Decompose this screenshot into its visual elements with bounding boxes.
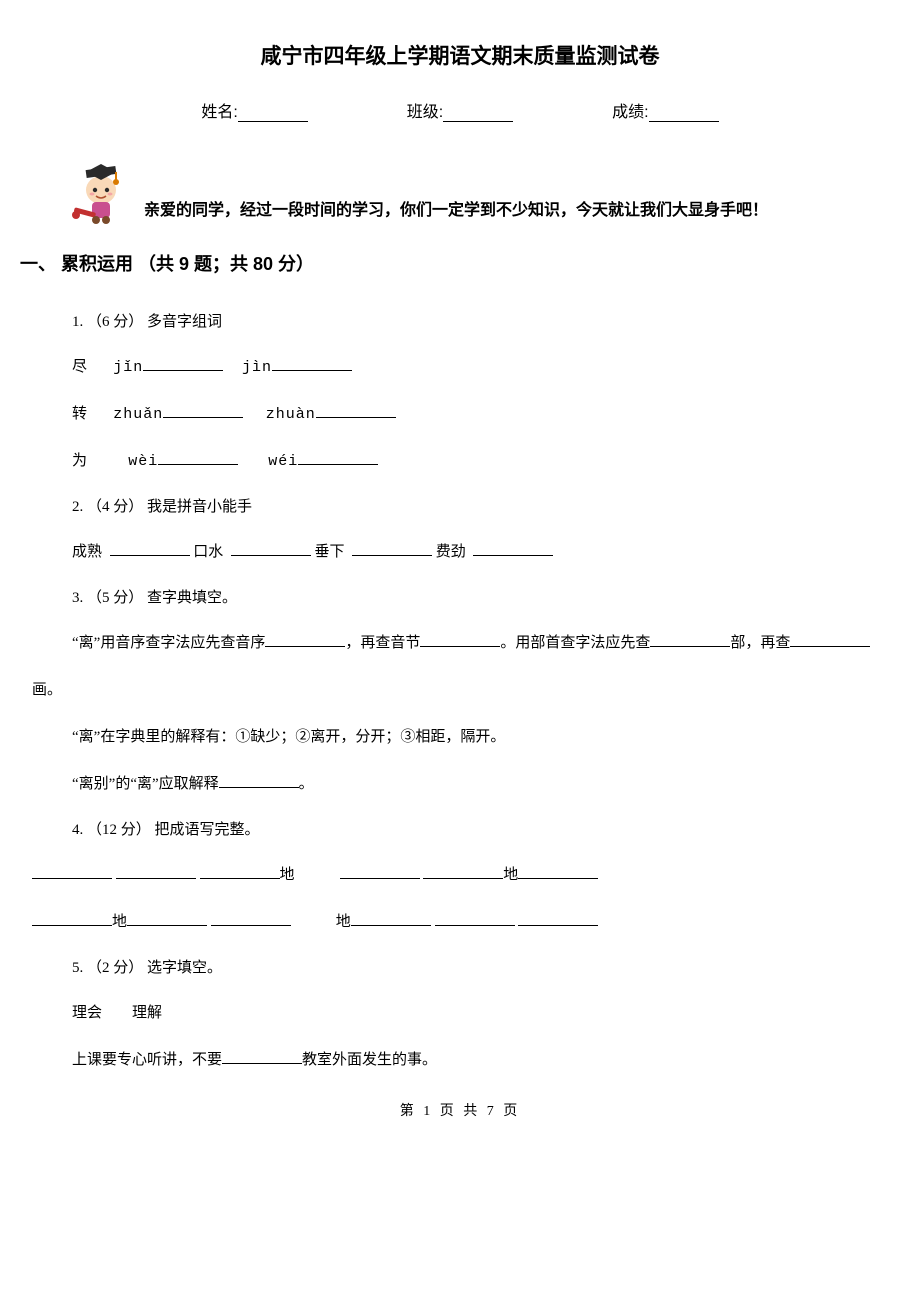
label-score: 成绩:	[612, 104, 648, 121]
blank[interactable]	[790, 633, 870, 647]
q1-row3: 为 wèi wéi	[72, 442, 880, 481]
blank[interactable]	[110, 542, 190, 556]
blank[interactable]	[473, 542, 553, 556]
q2-row: 成熟 口水 垂下 费劲	[72, 533, 880, 572]
page-footer: 第 1 页 共 7 页	[40, 1100, 880, 1120]
q1-p3b: wéi	[268, 453, 298, 470]
q3-l4b: 。	[299, 776, 314, 792]
info-line: 姓名: 班级: 成绩:	[40, 98, 880, 122]
mascot-icon	[70, 162, 132, 226]
label-name: 姓名:	[201, 104, 237, 121]
page: 咸宁市四年级上学期语文期末质量监测试卷 姓名: 班级: 成绩: 亲爱的同学，经过…	[0, 0, 920, 1140]
intro-text: 亲爱的同学，经过一段时间的学习，你们一定学到不少知识，今天就让我们大显身手吧！	[144, 197, 768, 226]
q3-l1a: “离”用音序查字法应先查音序	[72, 635, 265, 651]
q4-di2: 地	[503, 867, 518, 883]
q2-num: 2. （4 分） 我是拼音小能手	[72, 489, 880, 525]
blank-name[interactable]	[238, 106, 308, 122]
blank[interactable]	[163, 404, 243, 418]
blank[interactable]	[127, 912, 207, 926]
q1-row1: 尽 jǐn jìn	[72, 348, 880, 387]
q3-l4a: “离别”的“离”应取解释	[72, 776, 219, 792]
q1-char2: 转	[72, 406, 87, 422]
blank[interactable]	[351, 912, 431, 926]
mascot-row: 亲爱的同学，经过一段时间的学习，你们一定学到不少知识，今天就让我们大显身手吧！	[40, 162, 880, 226]
q2-w3: 垂下	[315, 544, 345, 560]
q3-line1: “离”用音序查字法应先查音序 ，再查音节 。用部首查字法应先查 部，再查	[72, 624, 880, 663]
page-title: 咸宁市四年级上学期语文期末质量监测试卷	[40, 40, 880, 70]
q4-di3: 地	[112, 914, 127, 930]
blank[interactable]	[222, 1050, 302, 1064]
label-class: 班级:	[407, 104, 443, 121]
q4-num: 4. （12 分） 把成语写完整。	[72, 812, 880, 848]
blank[interactable]	[32, 912, 112, 926]
q1-p3a: wèi	[128, 453, 158, 470]
q1-row2: 转 zhuǎn zhuàn	[72, 395, 880, 434]
q5-sent: 上课要专心听讲，不要 教室外面发生的事。	[72, 1041, 880, 1080]
blank[interactable]	[32, 865, 112, 879]
q5-sb: 教室外面发生的事。	[302, 1052, 437, 1068]
q2-w2: 口水	[193, 544, 223, 560]
q2-w1: 成熟	[72, 544, 102, 560]
q1-p1b: jìn	[242, 359, 272, 376]
blank[interactable]	[340, 865, 420, 879]
blank[interactable]	[231, 542, 311, 556]
blank[interactable]	[200, 865, 280, 879]
q3-l1d: 部，再查	[730, 635, 790, 651]
q3-line2: 画。	[32, 671, 880, 710]
q5-opts: 理会 理解	[72, 994, 880, 1033]
q1-p2a: zhuǎn	[113, 406, 163, 423]
q4-row2: 地 地	[32, 903, 880, 942]
q1-char3: 为	[72, 453, 87, 469]
blank[interactable]	[272, 357, 352, 371]
blank[interactable]	[518, 912, 598, 926]
blank[interactable]	[435, 912, 515, 926]
blank[interactable]	[650, 633, 730, 647]
q3-l1c: 。用部首查字法应先查	[500, 635, 650, 651]
blank[interactable]	[158, 451, 238, 465]
blank[interactable]	[518, 865, 598, 879]
q3-num: 3. （5 分） 查字典填空。	[72, 580, 880, 616]
q1-num: 1. （6 分） 多音字组词	[72, 304, 880, 340]
q1-char1: 尽	[72, 359, 87, 375]
blank[interactable]	[352, 542, 432, 556]
blank[interactable]	[143, 357, 223, 371]
blank[interactable]	[423, 865, 503, 879]
q1-p1a: jǐn	[113, 359, 143, 376]
q4-di4: 地	[336, 914, 351, 930]
blank[interactable]	[211, 912, 291, 926]
blank-score[interactable]	[649, 106, 719, 122]
blank[interactable]	[298, 451, 378, 465]
q5-sa: 上课要专心听讲，不要	[72, 1052, 222, 1068]
blank-class[interactable]	[443, 106, 513, 122]
q1-p2b: zhuàn	[266, 406, 316, 423]
blank[interactable]	[420, 633, 500, 647]
blank[interactable]	[265, 633, 345, 647]
q3-l1b: ，再查音节	[345, 635, 420, 651]
blank[interactable]	[116, 865, 196, 879]
q5-num: 5. （2 分） 选字填空。	[72, 950, 880, 986]
blank[interactable]	[219, 774, 299, 788]
q3-line4: “离别”的“离”应取解释 。	[72, 765, 880, 804]
q3-line3: “离”在字典里的解释有：①缺少；②离开，分开；③相距，隔开。	[72, 718, 880, 757]
q4-row1: 地 地	[32, 856, 880, 895]
section-head: 一、 累积运用 （共 9 题；共 80 分）	[20, 250, 880, 276]
q4-di1: 地	[280, 867, 295, 883]
q2-w4: 费劲	[436, 544, 466, 560]
blank[interactable]	[316, 404, 396, 418]
